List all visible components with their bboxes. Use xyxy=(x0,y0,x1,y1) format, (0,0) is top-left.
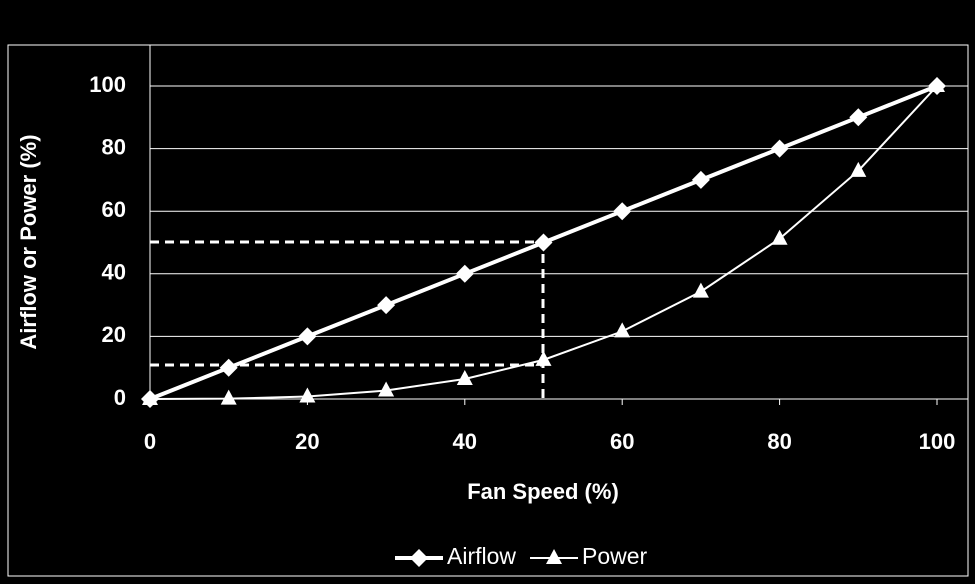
x-tick-label: 40 xyxy=(453,429,477,454)
marker xyxy=(929,77,945,92)
x-tick-label: 0 xyxy=(144,429,156,454)
x-tick-label: 20 xyxy=(295,429,319,454)
marker xyxy=(771,229,788,245)
marker xyxy=(378,381,395,397)
x-tick-label: 60 xyxy=(610,429,634,454)
legend-marker xyxy=(410,549,428,567)
marker xyxy=(142,390,158,405)
marker xyxy=(456,369,473,385)
y-axis-title: Airflow or Power (%) xyxy=(16,134,41,349)
legend-marker xyxy=(546,549,563,564)
marker xyxy=(691,170,710,189)
marker xyxy=(455,264,474,283)
marker xyxy=(614,322,631,338)
x-axis-title: Fan Speed (%) xyxy=(467,479,619,504)
marker xyxy=(535,350,552,366)
marker xyxy=(534,233,553,252)
marker xyxy=(613,202,632,221)
series xyxy=(142,77,945,405)
marker xyxy=(850,161,867,177)
marker xyxy=(849,108,868,127)
chart-frame xyxy=(7,44,969,577)
x-tick-label: 80 xyxy=(767,429,791,454)
legend-label: Power xyxy=(582,543,648,569)
legend-label: Airflow xyxy=(447,543,516,569)
marker xyxy=(299,387,316,403)
y-tick-label: 20 xyxy=(102,322,126,347)
y-tick-label: 0 xyxy=(114,385,126,410)
marker xyxy=(298,327,317,346)
marker xyxy=(770,139,789,158)
marker xyxy=(692,282,709,298)
y-tick-label: 60 xyxy=(102,197,126,222)
y-tick-label: 80 xyxy=(102,134,126,159)
y-tick-label: 100 xyxy=(89,72,126,97)
x-tick-label: 100 xyxy=(919,429,956,454)
marker xyxy=(220,389,237,405)
marker xyxy=(219,358,238,377)
y-tick-label: 40 xyxy=(102,260,126,285)
series xyxy=(141,77,946,408)
legend: Airflow Power xyxy=(395,543,648,569)
marker xyxy=(377,296,396,315)
